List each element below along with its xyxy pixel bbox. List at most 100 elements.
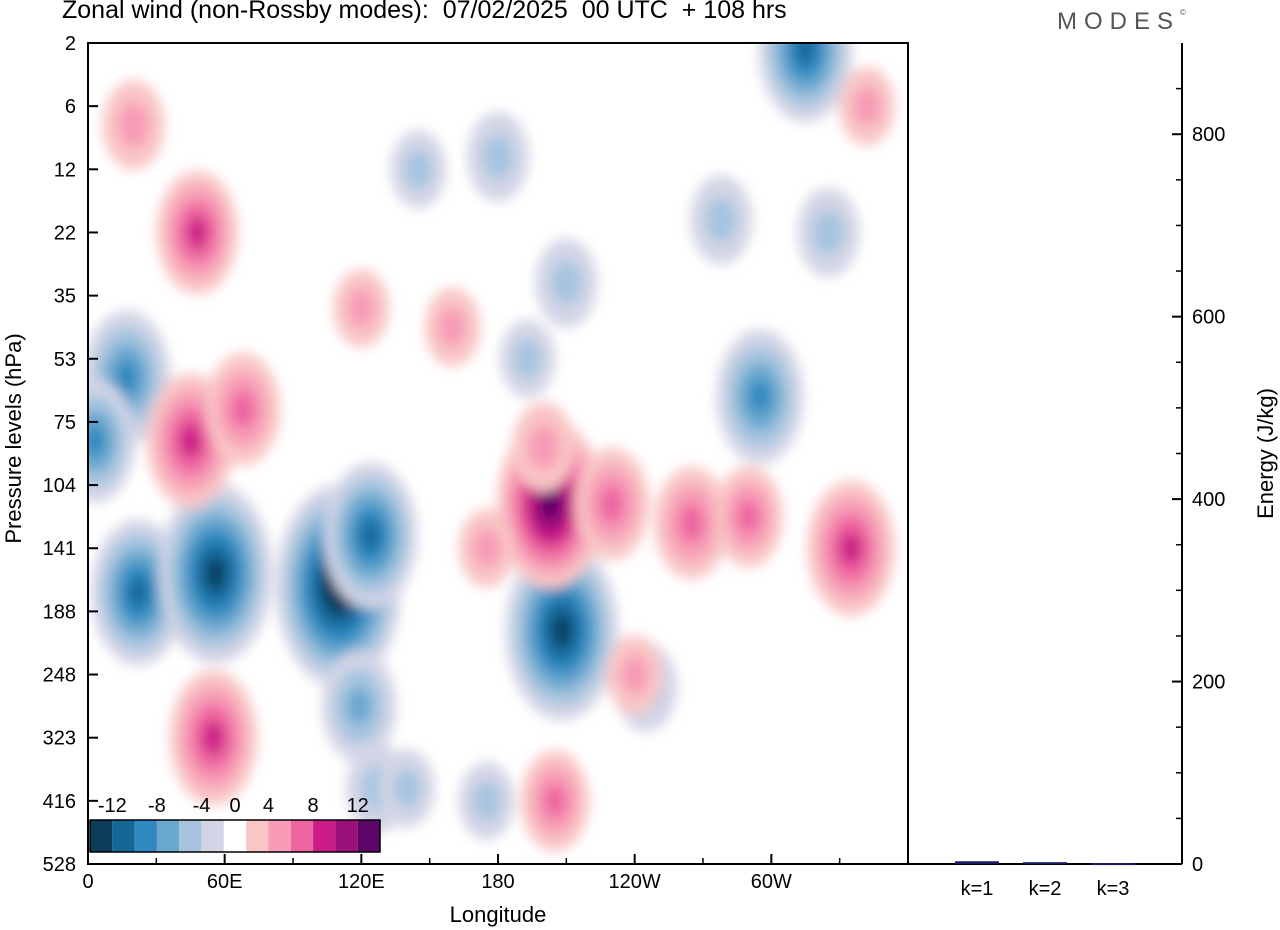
wind-anomaly-18 (379, 749, 435, 828)
contour-fill (705, 197, 737, 243)
wind-anomaly-13 (797, 187, 860, 278)
wind-anomaly-4 (321, 649, 397, 763)
colorbar-label: -12 (98, 795, 127, 817)
wind-anomaly-27 (714, 466, 783, 568)
contour-fill (796, 43, 815, 64)
contour-fill (812, 210, 844, 255)
wind-anomaly-29 (458, 509, 515, 588)
contour-fill (472, 781, 501, 821)
x-tick-label: 60W (751, 871, 792, 893)
y-tick-label: 75 (54, 412, 76, 434)
wind-anomaly-19 (458, 761, 515, 841)
contour-fill (513, 339, 542, 379)
y-tick-label: 6 (65, 96, 76, 118)
colorbar-swatch (313, 820, 336, 852)
wind-anomaly-10 (716, 329, 804, 465)
modes-logo: MODES© (1057, 8, 1186, 36)
contour-fill (404, 149, 433, 189)
contour-fill (230, 390, 256, 429)
colorbar-swatch (112, 820, 135, 852)
contour-fill (361, 520, 380, 551)
contour-fill (620, 654, 649, 695)
energy-tick-label: 800 (1192, 124, 1225, 146)
wind-anomaly-23 (169, 670, 258, 806)
energy-bar-k=2 (1023, 862, 1067, 865)
wind-anomaly-33 (333, 269, 390, 348)
brand-mark: © (1180, 8, 1186, 17)
colorbar-swatch (201, 820, 224, 852)
energy-tick-label: 600 (1192, 307, 1225, 329)
y-tick-label: 104 (43, 475, 76, 497)
energy-bar-k=3 (1091, 863, 1135, 866)
colorbar-label: 12 (347, 795, 369, 817)
colorbar-label: 8 (308, 795, 319, 817)
energy-category-label: k=2 (1029, 878, 1062, 900)
wind-anomaly-12 (690, 174, 753, 265)
wind-anomaly-34 (839, 66, 895, 146)
colorbar-label: 0 (229, 795, 240, 817)
colorbar-swatch (90, 820, 113, 852)
contour-fill (482, 134, 514, 180)
colorbar-swatch (156, 820, 180, 852)
energy-tick-label: 0 (1192, 854, 1203, 876)
contour-fill (187, 216, 208, 248)
x-tick-label: 120W (609, 871, 661, 893)
x-tick-label: 120E (338, 871, 385, 893)
contour-fill (438, 307, 467, 347)
y-tick-label: 22 (54, 222, 76, 244)
wind-anomaly-1 (159, 483, 273, 664)
wind-anomaly-28 (807, 480, 895, 616)
colorbar-swatch (223, 820, 247, 852)
x-axis-title: Longitude (450, 902, 547, 927)
chart-title: Zonal wind (non-Rossby modes): 07/02/202… (62, 0, 787, 24)
y-axis-title: Pressure levels (hPa) (1, 333, 26, 543)
wind-anomaly-22 (156, 170, 238, 295)
energy-tick-label: 200 (1192, 672, 1225, 694)
y-tick-label: 12 (54, 159, 76, 181)
colorbar-swatch (179, 820, 202, 852)
contour-fill (599, 485, 625, 523)
colorbar: -12 -8 -4 0 4 8 12 (89, 795, 381, 853)
y-tick-label: 416 (43, 791, 76, 813)
wind-anomaly-21 (205, 353, 281, 466)
wind-anomaly-16 (467, 111, 529, 202)
wind-anomaly-3 (323, 462, 418, 609)
brand-text: MODES (1057, 8, 1181, 35)
contour-fill (347, 288, 376, 328)
energy-category-label: k=1 (961, 878, 994, 900)
heatmap-field (88, 43, 895, 852)
wind-anomaly-7 (88, 378, 136, 503)
energy-category-label: k=3 (1097, 878, 1130, 900)
wind-anomaly-11 (758, 43, 853, 123)
energy-tick-label: 400 (1192, 489, 1225, 511)
contour-fill (737, 499, 760, 534)
colorbar-swatch (134, 820, 157, 852)
contour-fill (88, 425, 105, 457)
contour-fill (202, 720, 225, 755)
wind-anomaly-15 (499, 319, 556, 398)
y-tick-label: 323 (43, 728, 76, 750)
contour-fill (206, 558, 225, 589)
y-tick-label: 53 (54, 349, 76, 371)
y-tick-label: 2 (65, 33, 76, 55)
y-tick-label: 248 (43, 665, 76, 687)
wind-anomaly-36 (606, 635, 663, 714)
wind-anomaly-17 (390, 130, 447, 209)
energy-bar-k=1 (955, 861, 999, 864)
contour-fill (392, 768, 421, 808)
contour-fill (528, 424, 560, 470)
contour-fill (118, 102, 150, 148)
wind-anomaly-30 (512, 402, 575, 493)
colorbar-swatch (357, 820, 380, 852)
colorbar-label: -8 (148, 795, 166, 817)
y-tick-label: 141 (43, 538, 76, 560)
contour-fill (128, 577, 148, 608)
wind-anomaly-26 (654, 466, 729, 580)
contour-fill (840, 531, 862, 566)
energy-axis-title: Energy (J/kg) (1253, 388, 1278, 519)
contour-fill (472, 528, 501, 568)
wind-anomaly-14 (535, 238, 598, 328)
energy-bars: k=1 k=2 k=3 (955, 861, 1135, 900)
